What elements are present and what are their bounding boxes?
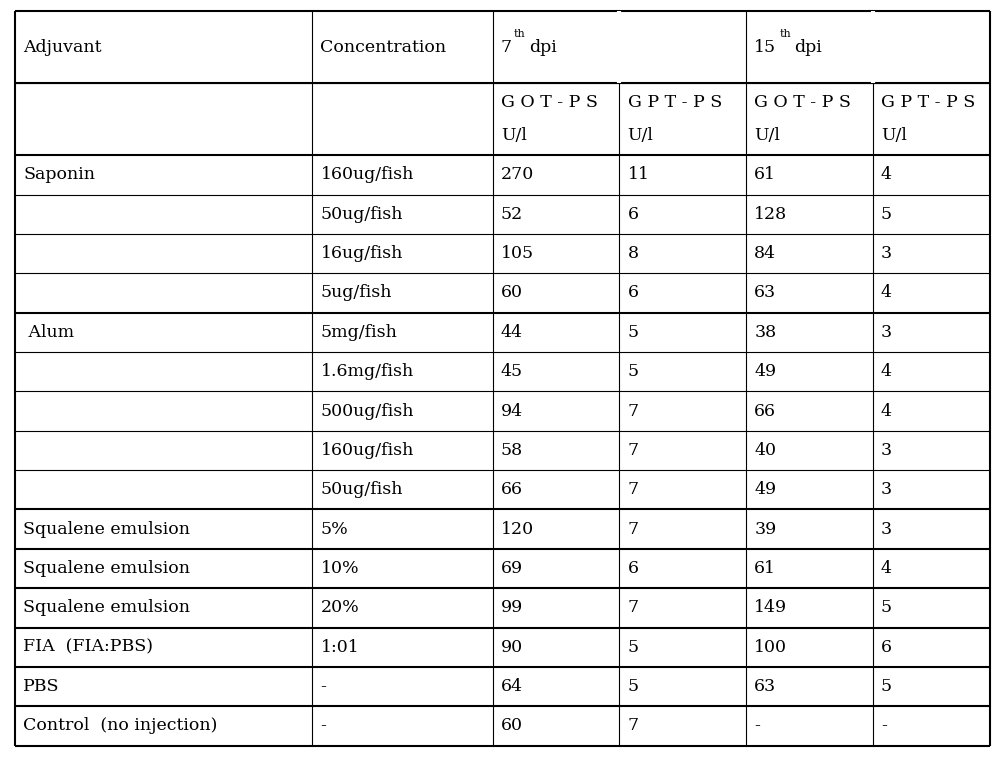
Text: 11: 11: [627, 167, 649, 183]
Text: 5ug/fish: 5ug/fish: [321, 285, 392, 301]
Text: 49: 49: [755, 481, 777, 498]
Text: 4: 4: [881, 285, 892, 301]
Text: 44: 44: [500, 324, 523, 341]
Text: Squalene emulsion: Squalene emulsion: [23, 600, 190, 616]
Text: 1:01: 1:01: [321, 639, 359, 656]
Text: 3: 3: [881, 521, 892, 537]
Text: U/l: U/l: [500, 127, 527, 145]
Text: 4: 4: [881, 403, 892, 419]
Text: 270: 270: [500, 167, 534, 183]
Text: -: -: [881, 718, 886, 734]
Text: 160ug/fish: 160ug/fish: [321, 442, 414, 459]
Text: 84: 84: [755, 245, 776, 262]
Text: 5%: 5%: [321, 521, 348, 537]
Text: 60: 60: [500, 285, 523, 301]
Text: 3: 3: [881, 324, 892, 341]
Text: 94: 94: [500, 403, 523, 419]
Text: Control  (no injection): Control (no injection): [23, 718, 217, 734]
Text: 500ug/fish: 500ug/fish: [321, 403, 414, 419]
Text: 10%: 10%: [321, 560, 359, 577]
Text: 50ug/fish: 50ug/fish: [321, 206, 403, 223]
Text: 5: 5: [627, 324, 638, 341]
Text: G O T - P S: G O T - P S: [755, 94, 851, 111]
Text: th: th: [514, 29, 526, 39]
Text: 63: 63: [755, 285, 777, 301]
Text: 8: 8: [627, 245, 638, 262]
Text: -: -: [321, 678, 327, 695]
Text: 5mg/fish: 5mg/fish: [321, 324, 397, 341]
Text: 6: 6: [627, 560, 638, 577]
Text: 61: 61: [755, 560, 776, 577]
Text: 7: 7: [627, 521, 638, 537]
Text: 7: 7: [627, 442, 638, 459]
Text: 5: 5: [881, 678, 892, 695]
Text: 15: 15: [755, 39, 777, 56]
Text: FIA  (FIA:PBS): FIA (FIA:PBS): [23, 639, 153, 656]
Text: Saponin: Saponin: [23, 167, 95, 183]
Text: 3: 3: [881, 481, 892, 498]
Text: G P T - P S: G P T - P S: [881, 94, 975, 111]
Text: 100: 100: [755, 639, 787, 656]
Text: 49: 49: [755, 363, 777, 380]
Text: 5: 5: [627, 363, 638, 380]
Text: 50ug/fish: 50ug/fish: [321, 481, 403, 498]
Text: G O T - P S: G O T - P S: [500, 94, 598, 111]
Text: 40: 40: [755, 442, 776, 459]
Text: PBS: PBS: [23, 678, 59, 695]
Text: 66: 66: [755, 403, 776, 419]
Text: 5: 5: [881, 600, 892, 616]
Text: G P T - P S: G P T - P S: [627, 94, 722, 111]
Text: Adjuvant: Adjuvant: [23, 39, 102, 56]
Text: U/l: U/l: [755, 127, 780, 145]
Text: 52: 52: [500, 206, 523, 223]
Text: 5: 5: [627, 639, 638, 656]
Text: 7: 7: [627, 403, 638, 419]
Text: 7: 7: [627, 718, 638, 734]
Text: 160ug/fish: 160ug/fish: [321, 167, 414, 183]
Text: -: -: [321, 718, 327, 734]
Text: 61: 61: [755, 167, 776, 183]
Text: 149: 149: [755, 600, 787, 616]
Text: 5: 5: [627, 678, 638, 695]
Text: 39: 39: [755, 521, 777, 537]
Text: dpi: dpi: [795, 39, 822, 56]
Text: 7: 7: [500, 39, 512, 56]
Text: 105: 105: [500, 245, 534, 262]
Text: -: -: [755, 718, 760, 734]
Text: 58: 58: [500, 442, 523, 459]
Text: 4: 4: [881, 363, 892, 380]
Text: U/l: U/l: [881, 127, 907, 145]
Text: 99: 99: [500, 600, 523, 616]
Text: 45: 45: [500, 363, 523, 380]
Text: th: th: [780, 29, 791, 39]
Text: 3: 3: [881, 442, 892, 459]
Text: 38: 38: [755, 324, 777, 341]
Text: Squalene emulsion: Squalene emulsion: [23, 560, 190, 577]
Text: Concentration: Concentration: [321, 39, 446, 56]
Text: 63: 63: [755, 678, 777, 695]
Text: Squalene emulsion: Squalene emulsion: [23, 521, 190, 537]
Text: 66: 66: [500, 481, 523, 498]
Text: 60: 60: [500, 718, 523, 734]
Text: 4: 4: [881, 167, 892, 183]
Text: Alum: Alum: [23, 324, 74, 341]
Text: 90: 90: [500, 639, 523, 656]
Text: 6: 6: [627, 285, 638, 301]
Text: 7: 7: [627, 600, 638, 616]
Text: 20%: 20%: [321, 600, 359, 616]
Text: 69: 69: [500, 560, 523, 577]
Text: 128: 128: [755, 206, 787, 223]
Text: 6: 6: [627, 206, 638, 223]
Text: dpi: dpi: [529, 39, 557, 56]
Text: 7: 7: [627, 481, 638, 498]
Text: 16ug/fish: 16ug/fish: [321, 245, 403, 262]
Text: U/l: U/l: [627, 127, 653, 145]
Text: 120: 120: [500, 521, 534, 537]
Text: 5: 5: [881, 206, 892, 223]
Text: 64: 64: [500, 678, 523, 695]
Text: 6: 6: [881, 639, 892, 656]
Text: 4: 4: [881, 560, 892, 577]
Text: 1.6mg/fish: 1.6mg/fish: [321, 363, 414, 380]
Text: 3: 3: [881, 245, 892, 262]
